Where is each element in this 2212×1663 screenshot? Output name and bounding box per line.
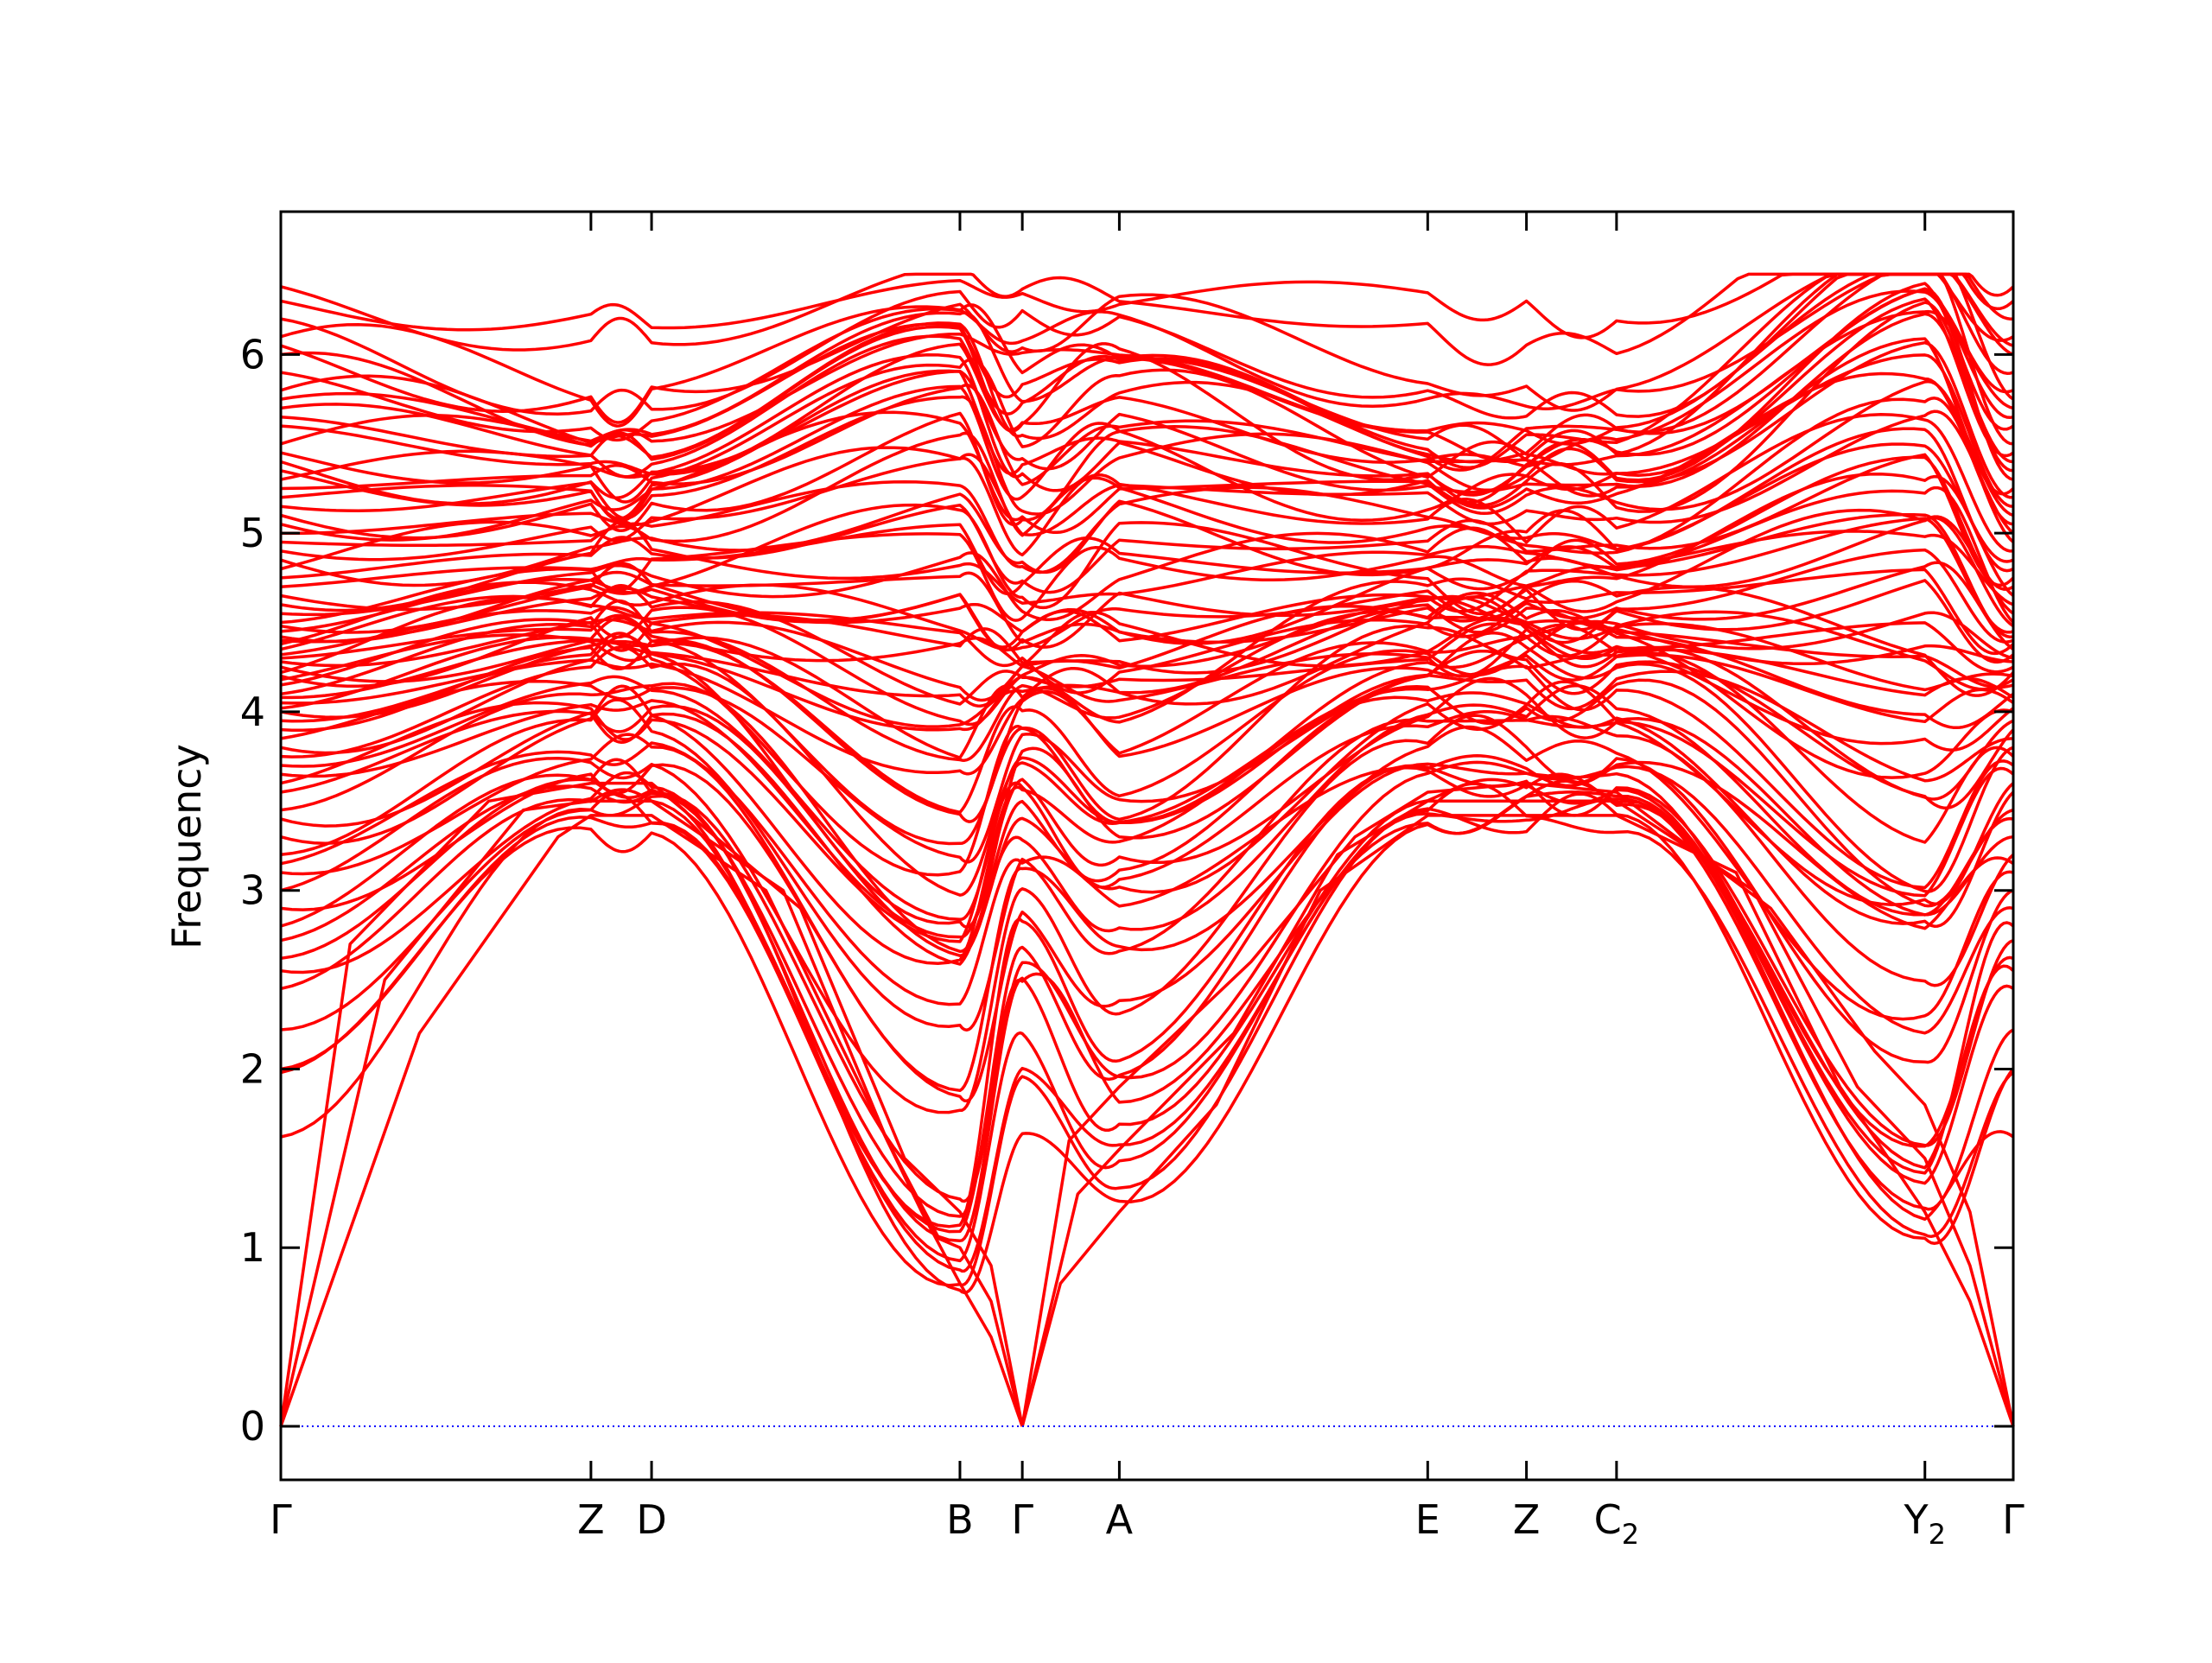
band-line-2 xyxy=(280,792,2015,1273)
band-line-62 xyxy=(280,301,2014,521)
x-tick-label-6: E xyxy=(1415,1496,1440,1543)
band-line-38 xyxy=(280,579,2015,675)
band-line-32 xyxy=(280,610,2014,732)
acoustic-branch-1 xyxy=(279,799,1024,1427)
band-line-16 xyxy=(280,678,2014,954)
band-line-11 xyxy=(280,725,2014,1093)
x-tick-label-2: D xyxy=(636,1496,666,1543)
band-line-15 xyxy=(280,680,2014,957)
band-line-48 xyxy=(280,473,2015,616)
band-line-46 xyxy=(280,515,2015,622)
band-line-8 xyxy=(280,765,2015,1228)
optical-bands xyxy=(280,272,2015,1295)
y-tick-label-5: 5 xyxy=(240,510,265,556)
y-tick-label-6: 6 xyxy=(240,331,265,378)
band-line-9 xyxy=(280,762,2014,1103)
band-line-1 xyxy=(280,782,2015,1287)
band-line-73 xyxy=(280,272,2014,424)
y-tick-label-1: 1 xyxy=(240,1224,265,1271)
x-tick-label-9: Y2 xyxy=(1904,1496,1946,1551)
x-tick-label-8: C2 xyxy=(1594,1496,1639,1551)
x-tick-label-3: B xyxy=(946,1496,974,1543)
band-line-10 xyxy=(280,714,2014,1114)
band-line-25 xyxy=(280,623,2014,877)
band-line-60 xyxy=(280,337,2015,498)
y-tick-label-2: 2 xyxy=(240,1045,265,1092)
y-tick-label-0: 0 xyxy=(240,1403,265,1450)
band-line-77 xyxy=(280,272,2015,366)
y-axis-label: Frequency xyxy=(163,744,210,949)
acoustic-branch-5 xyxy=(1020,781,2015,1427)
band-line-39 xyxy=(280,561,2015,695)
acoustic-bands xyxy=(279,781,2015,1427)
band-line-55 xyxy=(281,409,2015,536)
band-line-66 xyxy=(280,282,2014,482)
band-line-26 xyxy=(280,619,2014,815)
band-line-40 xyxy=(280,568,2015,656)
band-line-28 xyxy=(280,653,2015,776)
acoustic-branch-3 xyxy=(1020,814,2015,1427)
band-line-63 xyxy=(280,312,2014,505)
band-line-27 xyxy=(280,616,2015,823)
band-line-49 xyxy=(280,455,2014,596)
acoustic-branch-2 xyxy=(279,781,1024,1427)
acoustic-branch-0 xyxy=(279,814,1024,1427)
band-line-42 xyxy=(280,512,2014,645)
band-line-36 xyxy=(280,604,2014,702)
acoustic-branch-4 xyxy=(1020,799,2015,1427)
x-tick-label-5: A xyxy=(1106,1496,1134,1543)
x-tick-label-0: Γ xyxy=(270,1496,292,1543)
x-tick-label-7: Z xyxy=(1513,1496,1541,1543)
band-line-24 xyxy=(280,625,2015,846)
y-tick-label-4: 4 xyxy=(240,689,265,735)
band-line-45 xyxy=(280,486,2015,625)
band-line-18 xyxy=(280,701,2015,943)
band-line-35 xyxy=(280,621,2014,708)
band-line-44 xyxy=(280,508,2015,649)
y-tick-label-3: 3 xyxy=(240,867,265,914)
band-line-19 xyxy=(280,676,2015,939)
band-line-37 xyxy=(280,610,2014,668)
x-tick-label-4: Γ xyxy=(1011,1496,1033,1543)
x-tick-label-10: Γ xyxy=(2002,1496,2024,1543)
x-tick-label-1: Z xyxy=(577,1496,605,1543)
band-line-75 xyxy=(280,272,2014,420)
band-line-65 xyxy=(280,272,2014,472)
plot-frame xyxy=(279,210,2015,1482)
band-line-76 xyxy=(280,272,2015,340)
band-line-74 xyxy=(280,272,2014,428)
